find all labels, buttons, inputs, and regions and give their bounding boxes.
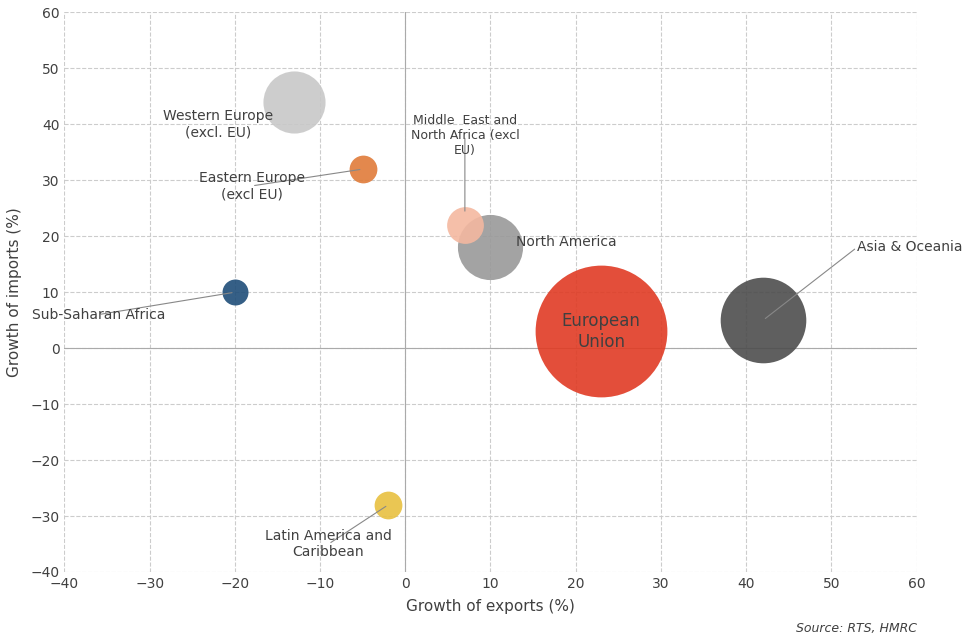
Point (755, 315, 771, 325)
Text: European
Union: European Union (562, 312, 640, 351)
Point (457, 220, 472, 230)
Text: Sub-Saharan Africa: Sub-Saharan Africa (32, 308, 165, 322)
Point (483, 242, 499, 252)
Point (227, 287, 243, 297)
Point (381, 500, 396, 510)
Point (287, 97, 303, 107)
Text: North America: North America (516, 235, 617, 249)
Text: Latin America and
Caribbean: Latin America and Caribbean (265, 529, 392, 559)
Y-axis label: Growth of imports (%): Growth of imports (%) (7, 207, 21, 377)
Text: Western Europe
(excl. EU): Western Europe (excl. EU) (163, 109, 273, 139)
Point (355, 164, 371, 174)
Text: Source: RTS, HMRC: Source: RTS, HMRC (795, 623, 916, 635)
Text: Eastern Europe
(excl EU): Eastern Europe (excl EU) (199, 171, 305, 201)
X-axis label: Growth of exports (%): Growth of exports (%) (406, 599, 575, 614)
Text: Asia & Oceania: Asia & Oceania (857, 240, 962, 254)
Text: Middle  East and
North Africa (excl
EU): Middle East and North Africa (excl EU) (411, 114, 519, 157)
Point (593, 326, 609, 336)
